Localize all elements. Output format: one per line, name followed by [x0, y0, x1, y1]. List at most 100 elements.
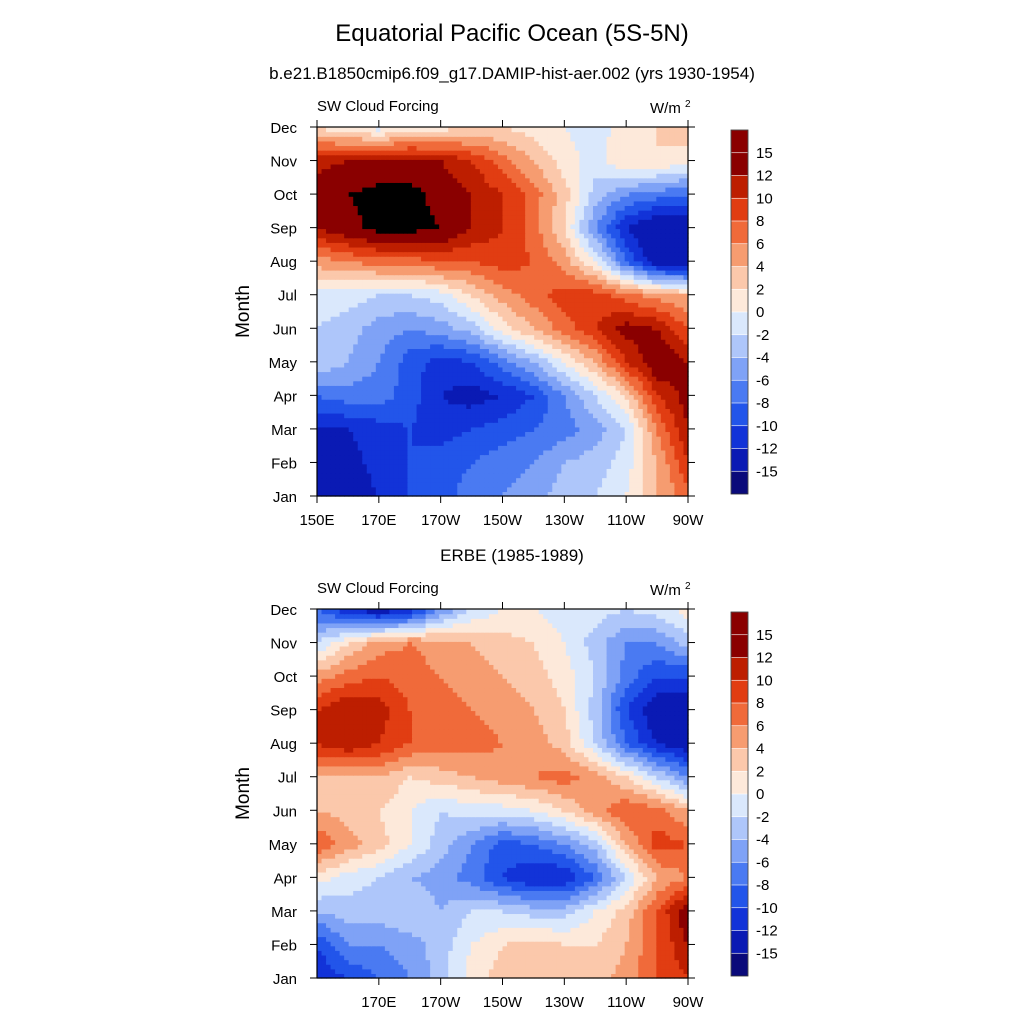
- heatmap-cell: [366, 297, 372, 303]
- heatmap-cell: [357, 357, 363, 363]
- heatmap-cell: [507, 417, 513, 423]
- heatmap-cell: [511, 426, 517, 433]
- heatmap-cell: [606, 251, 612, 257]
- heatmap-cell: [556, 297, 562, 303]
- heatmap-cell: [335, 329, 341, 336]
- heatmap-cell: [656, 463, 662, 469]
- heatmap-cell: [384, 454, 390, 460]
- heatmap-cell: [366, 219, 372, 225]
- heatmap-cell: [511, 431, 517, 437]
- heatmap-cell: [407, 380, 413, 386]
- heatmap-cell: [669, 320, 676, 326]
- heatmap-cell: [493, 403, 499, 409]
- heatmap-cell: [330, 431, 336, 437]
- heatmap-cell: [371, 233, 377, 239]
- heatmap-cell: [583, 334, 590, 340]
- heatmap-cell: [660, 389, 666, 396]
- heatmap-cell: [353, 329, 359, 336]
- heatmap-cell: [543, 417, 549, 423]
- heatmap-cell: [606, 440, 612, 446]
- heatmap-cell: [402, 408, 409, 414]
- heatmap-cell: [402, 260, 409, 266]
- heatmap-cell: [402, 306, 409, 313]
- heatmap-cell: [620, 491, 626, 497]
- heatmap-cell: [538, 260, 544, 266]
- heatmap-cell: [683, 348, 689, 354]
- heatmap-cell: [597, 422, 603, 428]
- heatmap-cell: [366, 399, 372, 405]
- heatmap-cell: [425, 260, 431, 266]
- heatmap-cell: [317, 389, 323, 396]
- heatmap-cell: [393, 454, 400, 460]
- heatmap-cell: [475, 491, 481, 497]
- heatmap-cell: [362, 472, 368, 479]
- heatmap-cell: [665, 486, 671, 492]
- heatmap-cell: [669, 306, 676, 313]
- heatmap-cell: [321, 297, 327, 303]
- heatmap-cell: [656, 380, 662, 386]
- heatmap-cell: [574, 436, 581, 442]
- heatmap-cell: [507, 269, 513, 276]
- heatmap-cell: [565, 269, 571, 276]
- heatmap-cell: [592, 306, 599, 313]
- heatmap-cell: [425, 233, 431, 239]
- heatmap-cell: [384, 353, 390, 359]
- heatmap-cell: [624, 214, 630, 220]
- heatmap-cell: [443, 431, 449, 437]
- heatmap-cell: [421, 260, 427, 266]
- heatmap-cell: [443, 293, 449, 299]
- heatmap-cell: [507, 228, 513, 234]
- heatmap-cell: [615, 302, 621, 308]
- heatmap-cell: [421, 265, 427, 271]
- heatmap-cell: [330, 297, 336, 303]
- heatmap-cell: [642, 366, 648, 373]
- heatmap-cell: [507, 251, 513, 257]
- heatmap-cell: [561, 329, 567, 336]
- heatmap-cell: [556, 482, 562, 488]
- heatmap-cell: [326, 436, 332, 442]
- heatmap-cell: [543, 482, 549, 488]
- heatmap-cell: [497, 339, 504, 345]
- heatmap-cell: [421, 246, 427, 253]
- heatmap-cell: [380, 269, 386, 276]
- heatmap-cell: [357, 246, 363, 253]
- heatmap-cell: [611, 348, 617, 354]
- heatmap-cell: [529, 412, 535, 419]
- heatmap-cell: [633, 468, 639, 474]
- heatmap-cell: [430, 389, 436, 396]
- heatmap-cell: [466, 371, 472, 377]
- heatmap-cell: [375, 403, 381, 409]
- heatmap-cell: [574, 297, 581, 303]
- heatmap-cell: [660, 306, 666, 313]
- heatmap-cell: [570, 472, 576, 479]
- heatmap-cell: [366, 454, 372, 460]
- heatmap-cell: [470, 343, 476, 349]
- heatmap-cell: [642, 353, 648, 359]
- heatmap-cell: [457, 366, 463, 373]
- heatmap-cell: [647, 362, 653, 368]
- heatmap-cell: [647, 380, 653, 386]
- heatmap-cell: [335, 223, 341, 230]
- heatmap-cell: [565, 293, 571, 299]
- heatmap-cell: [425, 389, 431, 396]
- heatmap-cell: [430, 385, 436, 391]
- heatmap-cell: [556, 219, 562, 225]
- heatmap-cell: [570, 380, 576, 386]
- heatmap-cell: [502, 394, 508, 400]
- heatmap-cell: [543, 214, 549, 220]
- heatmap-cell: [597, 380, 603, 386]
- heatmap-cell: [633, 426, 639, 433]
- heatmap-cell: [362, 237, 368, 243]
- heatmap-cell: [484, 353, 490, 359]
- heatmap-cell: [484, 376, 490, 382]
- heatmap-cell: [511, 440, 517, 446]
- heatmap-cell: [656, 242, 662, 248]
- heatmap-cell: [380, 366, 386, 373]
- heatmap-cell: [678, 339, 685, 345]
- heatmap-cell: [353, 293, 359, 299]
- heatmap-cell: [434, 477, 440, 483]
- heatmap-cell: [656, 233, 662, 239]
- heatmap-cell: [344, 417, 350, 423]
- heatmap-cell: [525, 339, 531, 345]
- heatmap-cell: [461, 449, 467, 456]
